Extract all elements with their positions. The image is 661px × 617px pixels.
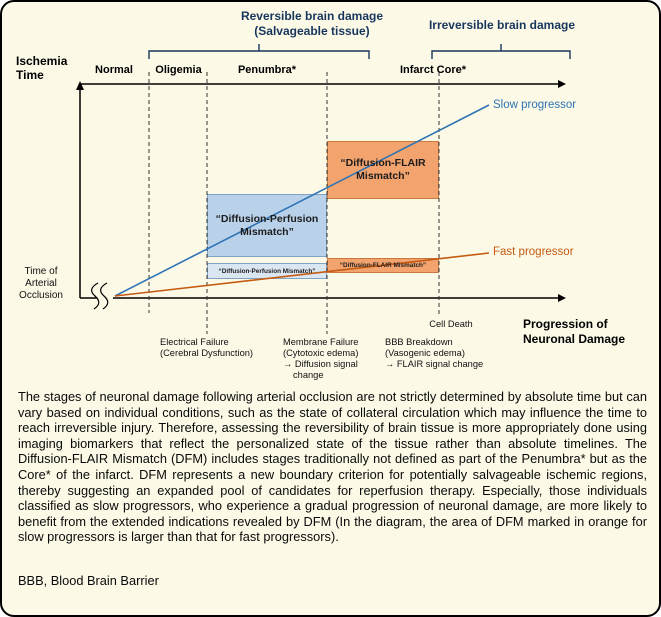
membrane-failure-line3: → Diffusion signal <box>283 359 358 369</box>
cell-death-label: Cell Death <box>429 319 473 329</box>
xaxis-label-line2: Neuronal Damage <box>523 332 626 346</box>
irreversible-damage-title: Irreversible brain damage <box>428 18 576 32</box>
bbb-breakdown-line3: → FLAIR signal change <box>385 359 484 369</box>
progression-of-neuronal-damage-label: Progression of Neuronal Damage <box>523 317 658 347</box>
origin-label-line1: Time of <box>24 266 58 277</box>
electrical-failure-annotation: Electrical Failure (Cerebral Dysfunction… <box>160 337 272 359</box>
electrical-failure-line2: (Cerebral Dysfunction) <box>160 348 254 358</box>
bbb-breakdown-line2: (Vasogenic edema) <box>385 348 465 358</box>
membrane-failure-annotation: Membrane Failure (Cytotoxic edema) → Dif… <box>283 337 379 381</box>
origin-label-line2: Arterial <box>25 278 57 289</box>
diffusion-flair-mismatch-box-small <box>327 258 439 273</box>
bbb-breakdown-annotation: BBB Breakdown (Vasogenic edema) → FLAIR … <box>385 337 495 370</box>
fast-progressor-label: Fast progressor <box>493 246 574 258</box>
reversible-bracket <box>148 44 370 59</box>
xaxis-label-line1: Progression of <box>523 317 608 331</box>
description-paragraph: The stages of neuronal damage following … <box>18 389 647 545</box>
membrane-failure-line1: Membrane Failure <box>283 337 359 347</box>
irreversible-bracket <box>431 44 571 59</box>
stage-penumbra: Penumbra* <box>237 64 297 76</box>
reversible-damage-title: Reversible brain damage (Salvageable tis… <box>212 9 412 39</box>
neuronal-damage-axis <box>80 294 566 302</box>
diffusion-perfusion-mismatch-box-small <box>207 263 327 279</box>
membrane-failure-line4: change <box>293 370 324 380</box>
stage-normal: Normal <box>95 64 133 76</box>
diffusion-perfusion-mismatch-box <box>207 194 327 257</box>
reversible-damage-title-line2: (Salvageable tissue) <box>254 24 370 38</box>
time-of-arterial-occlusion-label: Time of Arterial Occlusion <box>8 266 74 302</box>
axis-break-marks <box>91 282 109 310</box>
ischemia-time-label-line1: Ischemia <box>16 54 68 68</box>
ischemia-time-label-line2: Time <box>16 68 44 82</box>
membrane-failure-line2: (Cytotoxic edema) <box>283 348 359 358</box>
bbb-footnote: BBB, Blood Brain Barrier <box>18 573 159 588</box>
ischemia-time-axis <box>76 81 84 298</box>
origin-label-line3: Occlusion <box>19 290 63 301</box>
reversible-damage-title-line1: Reversible brain damage <box>240 9 384 23</box>
stage-axis-line <box>80 80 566 88</box>
stage-oligemia: Oligemia <box>155 64 202 76</box>
slow-progressor-label: Slow progressor <box>493 99 577 111</box>
diffusion-flair-mismatch-box <box>327 141 439 199</box>
ischemia-time-label: Ischemia Time <box>16 54 67 82</box>
electrical-failure-line1: Electrical Failure <box>160 337 229 347</box>
bbb-breakdown-line1: BBB Breakdown <box>385 337 453 347</box>
stage-infarct-core: Infarct Core* <box>399 64 467 76</box>
